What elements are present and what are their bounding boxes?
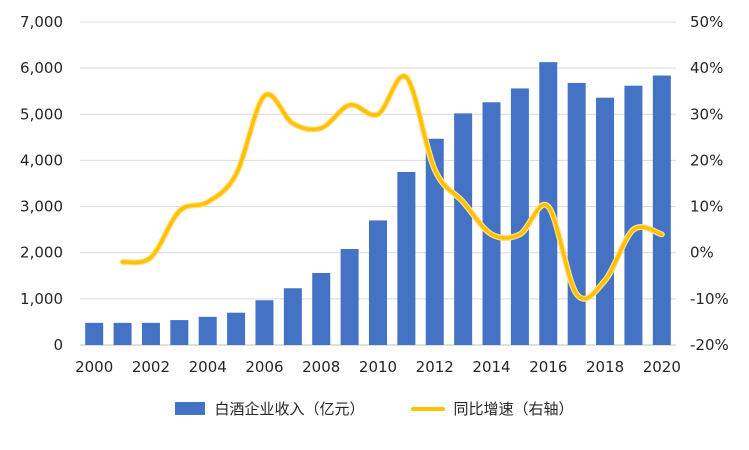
bar-2006 [255, 300, 274, 345]
bar-swatch-icon [175, 402, 206, 415]
bar-2017 [567, 82, 586, 345]
left-axis-tick: 6,000 [20, 59, 63, 77]
right-axis-tick: 40% [690, 59, 723, 77]
bar-2012 [425, 138, 444, 345]
right-axis-tick: 50% [690, 13, 723, 31]
legend-item-revenue: 白酒企业收入（亿元） [175, 398, 365, 419]
right-axis-tick: -20% [690, 336, 729, 354]
bar-2008 [312, 273, 331, 345]
left-axis-tick: 0 [53, 336, 63, 354]
x-axis-tick: 2004 [189, 358, 227, 376]
left-axis-tick: 5,000 [20, 105, 63, 123]
bar-2002 [141, 322, 160, 345]
x-axis-tick: 2008 [302, 358, 340, 376]
line-swatch-icon [410, 406, 445, 411]
bar-2020 [652, 75, 671, 346]
bar-2018 [596, 97, 615, 345]
left-axis-tick: 3,000 [20, 198, 63, 216]
right-axis-tick: 30% [690, 105, 723, 123]
x-axis-tick: 2014 [472, 358, 510, 376]
right-axis-tick: 0% [690, 244, 714, 262]
x-axis-tick: 2018 [586, 358, 624, 376]
bar-2000 [85, 322, 104, 345]
right-axis-labels: -20% -10% 0% 10% 20% 30% 40% 50% [690, 13, 729, 354]
bar-2003 [170, 320, 189, 345]
bar-2007 [283, 288, 302, 345]
right-axis-tick: -10% [690, 290, 729, 308]
bar-2005 [227, 312, 246, 345]
bar-2010 [369, 220, 387, 345]
revenue-growth-chart: 0 1,000 2,000 3,000 4,000 5,000 6,000 7,000 -20%… [20, 13, 729, 376]
bar-series [85, 62, 671, 346]
bar-2009 [340, 249, 359, 345]
bar-2014 [482, 102, 501, 345]
left-axis-tick: 4,000 [20, 151, 63, 169]
x-axis-tick: 2000 [75, 358, 113, 376]
bar-2019 [624, 85, 643, 346]
legend-label-revenue: 白酒企业收入（亿元） [214, 400, 365, 418]
x-axis-tick: 2020 [643, 358, 681, 376]
x-axis-labels: 2000 2002 2004 2006 2008 2010 2012 2014 2016 2018… [75, 358, 681, 376]
bar-2011 [397, 171, 416, 345]
legend-label-growth: 同比增速（右轴） [453, 400, 574, 418]
x-axis-tick: 2010 [359, 358, 397, 376]
right-axis-tick: 20% [690, 151, 723, 169]
x-axis-tick: 2002 [132, 358, 170, 376]
legend-item-growth: 同比增速（右轴） [410, 398, 574, 419]
bar-2004 [198, 316, 217, 345]
bar-2013 [454, 113, 473, 345]
left-axis-tick: 1,000 [20, 290, 63, 308]
x-axis-tick: 2006 [245, 358, 283, 376]
chart-legend: 白酒企业收入（亿元） 同比增速（右轴） [0, 398, 749, 419]
bar-2001 [113, 322, 132, 345]
growth-line [120, 74, 664, 301]
left-axis-labels: 0 1,000 2,000 3,000 4,000 5,000 6,000 7,000 [20, 13, 63, 354]
bar-2015 [510, 88, 529, 346]
left-axis-tick: 7,000 [20, 13, 63, 31]
x-axis-tick: 2016 [529, 358, 567, 376]
x-axis-tick: 2012 [416, 358, 454, 376]
right-axis-tick: 10% [690, 198, 723, 216]
left-axis-tick: 2,000 [20, 244, 63, 262]
